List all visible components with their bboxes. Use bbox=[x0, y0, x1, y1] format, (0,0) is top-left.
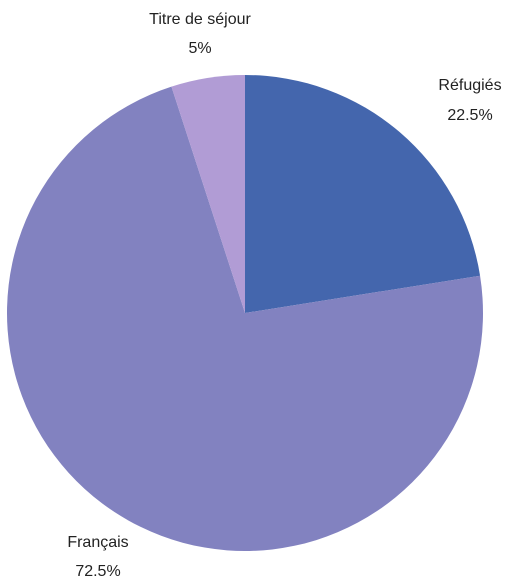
pie-slice bbox=[7, 86, 484, 552]
pie-slice bbox=[171, 75, 245, 313]
slice-value: 22.5% bbox=[447, 107, 492, 124]
slice-label: Titre de séjour bbox=[149, 11, 251, 28]
slice-value: 72.5% bbox=[75, 563, 120, 580]
slice-label: Français bbox=[67, 534, 128, 551]
slice-label: Réfugiés bbox=[438, 77, 501, 94]
slice-value: 5% bbox=[188, 40, 211, 57]
pie-slice bbox=[245, 75, 481, 313]
